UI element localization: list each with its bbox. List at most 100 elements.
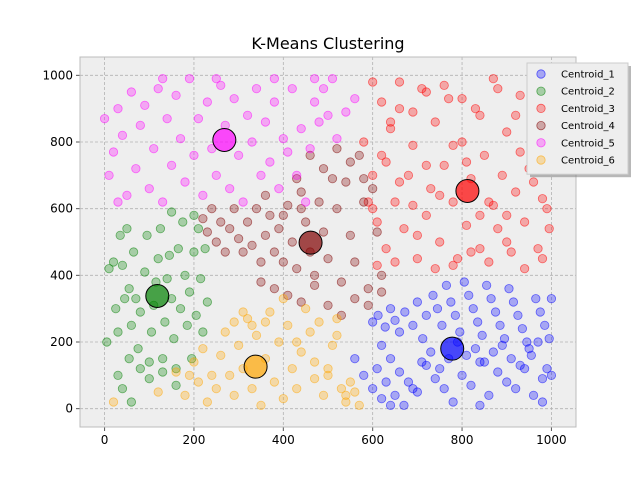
point-centroid_3-15 <box>430 117 440 127</box>
point-centroid_3-44 <box>385 117 396 127</box>
point-centroid_6-36 <box>332 314 342 324</box>
point-centroid_4-38 <box>368 184 378 194</box>
point-centroid_5-13 <box>158 197 168 207</box>
x-tick-label-1: 200 <box>182 433 205 447</box>
legend-marker-centroid_6 <box>536 155 546 165</box>
centroid-centroid_3 <box>455 179 480 203</box>
point-centroid_5-35 <box>256 170 266 180</box>
point-centroid_1-34 <box>531 294 541 304</box>
point-centroid_2-41 <box>200 244 210 254</box>
point-centroid_2-8 <box>124 284 134 294</box>
point-centroid_3-47 <box>421 87 431 97</box>
point-centroid_5-11 <box>149 144 159 154</box>
point-centroid_3-63 <box>520 264 530 274</box>
point-centroid_5-45 <box>301 197 311 207</box>
point-centroid_2-44 <box>126 397 136 407</box>
point-centroid_3-64 <box>537 254 548 264</box>
point-centroid_1-19 <box>464 290 474 300</box>
point-centroid_1-16 <box>450 310 460 320</box>
point-centroid_3-7 <box>394 104 405 114</box>
point-centroid_5-2 <box>108 147 119 157</box>
point-centroid_6-9 <box>211 384 221 394</box>
point-centroid_1-22 <box>477 330 487 340</box>
point-centroid_4-22 <box>296 187 306 197</box>
point-centroid_5-33 <box>247 137 257 147</box>
point-centroid_4-9 <box>238 247 248 257</box>
point-centroid_3-16 <box>435 237 445 247</box>
point-centroid_2-30 <box>175 304 186 314</box>
point-centroid_4-35 <box>354 150 364 160</box>
point-centroid_4-15 <box>265 210 275 220</box>
point-centroid_2-37 <box>191 310 201 320</box>
point-centroid_6-47 <box>278 294 288 304</box>
point-centroid_4-4 <box>216 217 226 227</box>
point-centroid_1-57 <box>546 370 557 380</box>
point-centroid_1-15 <box>446 297 456 307</box>
point-centroid_5-52 <box>332 134 342 144</box>
legend-label-centroid_3: Centroid_3 <box>561 104 615 115</box>
point-centroid_5-26 <box>216 80 226 90</box>
legend-label-centroid_4: Centroid_4 <box>561 121 615 132</box>
point-centroid_5-41 <box>283 147 293 157</box>
point-centroid_4-49 <box>377 287 387 297</box>
point-centroid_4-37 <box>363 284 373 294</box>
point-centroid_1-63 <box>417 357 427 367</box>
point-centroid_1-39 <box>385 354 396 364</box>
point-centroid_5-55 <box>113 197 123 207</box>
point-centroid_6-3 <box>180 390 190 400</box>
point-centroid_3-34 <box>515 90 525 100</box>
point-centroid_1-7 <box>408 320 418 330</box>
point-centroid_3-8 <box>399 224 409 234</box>
point-centroid_3-14 <box>426 184 436 194</box>
point-centroid_1-65 <box>435 364 445 374</box>
point-centroid_5-9 <box>140 100 150 110</box>
point-centroid_6-21 <box>265 307 275 317</box>
point-centroid_1-60 <box>390 390 400 400</box>
axis-ticks: 0 200 400 600 800 1000 0 200 400 600 800 1000 <box>42 68 566 447</box>
point-centroid_6-29 <box>301 304 311 314</box>
point-centroid_3-24 <box>470 104 481 114</box>
x-tick-label-5: 1000 <box>536 433 567 447</box>
point-centroid_6-42 <box>184 370 195 380</box>
point-centroid_2-12 <box>133 344 143 354</box>
point-centroid_1-5 <box>394 327 405 337</box>
point-centroid_1-40 <box>394 367 405 377</box>
x-tick-label-0: 0 <box>101 433 109 447</box>
point-centroid_2-52 <box>167 207 177 217</box>
point-centroid_2-25 <box>164 250 174 260</box>
point-centroid_4-19 <box>283 200 293 210</box>
point-centroid_3-75 <box>488 200 498 210</box>
point-centroid_3-56 <box>390 257 400 267</box>
legend-marker-centroid_3 <box>536 103 546 114</box>
point-centroid_4-53 <box>332 144 342 154</box>
point-centroid_6-51 <box>332 330 342 340</box>
point-centroid_6-18 <box>251 330 262 340</box>
point-centroid_1-52 <box>502 377 512 387</box>
point-centroid_6-33 <box>318 390 329 400</box>
point-centroid_1-44 <box>430 374 440 384</box>
point-centroid_5-5 <box>122 190 132 200</box>
point-centroid_1-3 <box>385 304 396 314</box>
legend-marker-centroid_4 <box>536 121 546 131</box>
point-centroid_1-81 <box>350 354 360 364</box>
point-centroid_3-26 <box>479 150 489 160</box>
point-centroid_6-38 <box>341 397 351 407</box>
point-centroid_3-61 <box>484 257 494 267</box>
point-centroid_2-17 <box>146 327 157 337</box>
point-centroid_1-26 <box>495 320 505 330</box>
point-centroid_3-70 <box>421 160 431 170</box>
point-centroid_3-2 <box>372 217 382 227</box>
point-centroid_6-35 <box>327 340 338 350</box>
point-centroid_6-26 <box>287 364 297 374</box>
point-centroid_1-20 <box>468 304 478 314</box>
point-centroid_6-5 <box>193 377 204 387</box>
point-centroid_3-5 <box>385 124 396 134</box>
point-centroid_5-29 <box>229 94 239 104</box>
point-centroid_1-8 <box>412 297 422 307</box>
legend-marker-centroid_5 <box>536 138 546 148</box>
point-centroid_2-53 <box>189 210 199 220</box>
point-centroid_4-23 <box>301 217 311 227</box>
point-centroid_1-46 <box>448 397 458 407</box>
point-centroid_1-11 <box>428 290 438 300</box>
legend-label-centroid_6: Centroid_6 <box>561 156 615 167</box>
